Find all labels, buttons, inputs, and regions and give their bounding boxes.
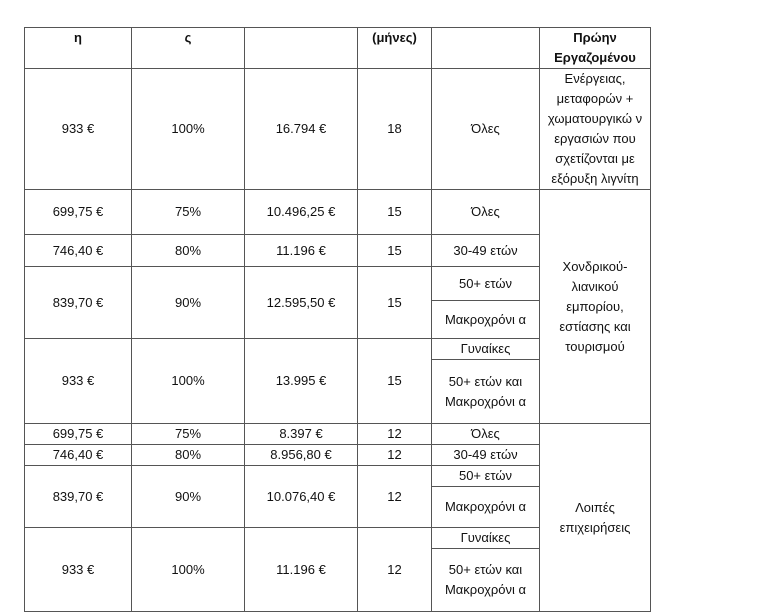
table-row: 50+ ετών και Μακροχρόνι α xyxy=(25,359,651,424)
months-cell: 12 xyxy=(357,465,432,528)
sector-cell: Λοιπές επιχειρήσεις xyxy=(539,423,651,612)
group-cell: 50+ ετών xyxy=(431,266,540,301)
group-cell: Όλες xyxy=(431,423,540,445)
group-cell: Μακροχρόνι α xyxy=(431,486,540,528)
table-row: 933 € 100% 16.794 € 18 Όλες Ενέργειας, μ… xyxy=(24,68,651,190)
total-cell: 8.956,80 € xyxy=(244,444,358,466)
total-cell: 8.397 € xyxy=(244,423,358,445)
group-cell: 50+ ετών xyxy=(431,465,540,487)
group-cell: 50+ ετών και Μακροχρόνι α xyxy=(431,548,540,612)
table-row: Μακροχρόνι α xyxy=(25,300,651,339)
amount-cell: 933 € xyxy=(24,68,132,190)
total-cell: 12.595,50 € xyxy=(244,266,358,339)
amount-cell: 746,40 € xyxy=(24,444,132,466)
table-row: 746,40 € 80% 11.196 € 15 30-49 ετών xyxy=(24,234,651,267)
table-row: 839,70 € 90% 10.076,40 € 12 50+ ετών xyxy=(24,465,651,528)
percent-cell: 80% xyxy=(131,234,245,267)
amount-cell: 839,70 € xyxy=(24,465,132,528)
table-row: 933 € 100% 11.196 € 12 Γυναίκες xyxy=(24,527,651,612)
header-cell: Πρώην Εργαζομένου xyxy=(539,27,651,69)
group-cell: 50+ ετών και Μακροχρόνι α xyxy=(431,359,540,424)
group-cell: Γυναίκες xyxy=(431,527,540,549)
total-cell: 11.196 € xyxy=(244,527,358,612)
table-row: 699,75 € 75% 10.496,25 € 15 Όλες Χονδρικ… xyxy=(24,189,651,424)
months-cell: 15 xyxy=(357,234,432,267)
percent-cell: 100% xyxy=(131,527,245,612)
percent-cell: 100% xyxy=(131,338,245,424)
header-cell: ς xyxy=(131,27,245,69)
group-cell: 30-49 ετών xyxy=(431,234,540,267)
header-cell xyxy=(431,27,540,69)
percent-cell: 90% xyxy=(131,266,245,339)
sector-cell: Χονδρικού- λιανικού εμπορίου, εστίασης κ… xyxy=(539,189,651,424)
group-cell: 30-49 ετών xyxy=(431,444,540,466)
months-cell: 12 xyxy=(357,527,432,612)
header-cell: (μήνες) xyxy=(357,27,432,69)
amount-cell: 699,75 € xyxy=(24,423,132,445)
group-cell: Μακροχρόνι α xyxy=(431,300,540,339)
amount-cell: 933 € xyxy=(24,338,132,424)
sector-cell: Ενέργειας, μεταφορών + χωματουργικώ ν ερ… xyxy=(539,68,651,190)
months-cell: 18 xyxy=(357,68,432,190)
group-cell: Όλες xyxy=(431,68,540,190)
amount-cell: 933 € xyxy=(24,527,132,612)
amount-cell: 839,70 € xyxy=(24,266,132,339)
table-row: Μακροχρόνι α xyxy=(25,486,651,528)
table-row: 933 € 100% 13.995 € 15 Γυναίκες xyxy=(24,338,651,424)
percent-cell: 80% xyxy=(131,444,245,466)
benefits-table: η ς (μήνες) Πρώην Εργαζομένου 933 € 100%… xyxy=(24,27,651,612)
amount-cell: 699,75 € xyxy=(24,189,132,235)
header-row: η ς (μήνες) Πρώην Εργαζομένου xyxy=(24,27,651,69)
group-cell: Γυναίκες xyxy=(431,338,540,360)
table-row: 50+ ετών και Μακροχρόνι α xyxy=(25,548,651,612)
total-cell: 10.076,40 € xyxy=(244,465,358,528)
table-row: 699,75 € 75% 8.397 € 12 Όλες Λοιπές επιχ… xyxy=(24,423,651,612)
total-cell: 11.196 € xyxy=(244,234,358,267)
group-cell: Όλες xyxy=(431,189,540,235)
months-cell: 15 xyxy=(357,338,432,424)
months-cell: 15 xyxy=(357,189,432,235)
header-cell xyxy=(244,27,358,69)
months-cell: 12 xyxy=(357,423,432,445)
percent-cell: 75% xyxy=(131,189,245,235)
total-cell: 16.794 € xyxy=(244,68,358,190)
total-cell: 10.496,25 € xyxy=(244,189,358,235)
amount-cell: 746,40 € xyxy=(24,234,132,267)
table-row: 839,70 € 90% 12.595,50 € 15 50+ ετών xyxy=(24,266,651,339)
percent-cell: 75% xyxy=(131,423,245,445)
header-cell: η xyxy=(24,27,132,69)
total-cell: 13.995 € xyxy=(244,338,358,424)
months-cell: 12 xyxy=(357,444,432,466)
percent-cell: 90% xyxy=(131,465,245,528)
months-cell: 15 xyxy=(357,266,432,339)
percent-cell: 100% xyxy=(131,68,245,190)
